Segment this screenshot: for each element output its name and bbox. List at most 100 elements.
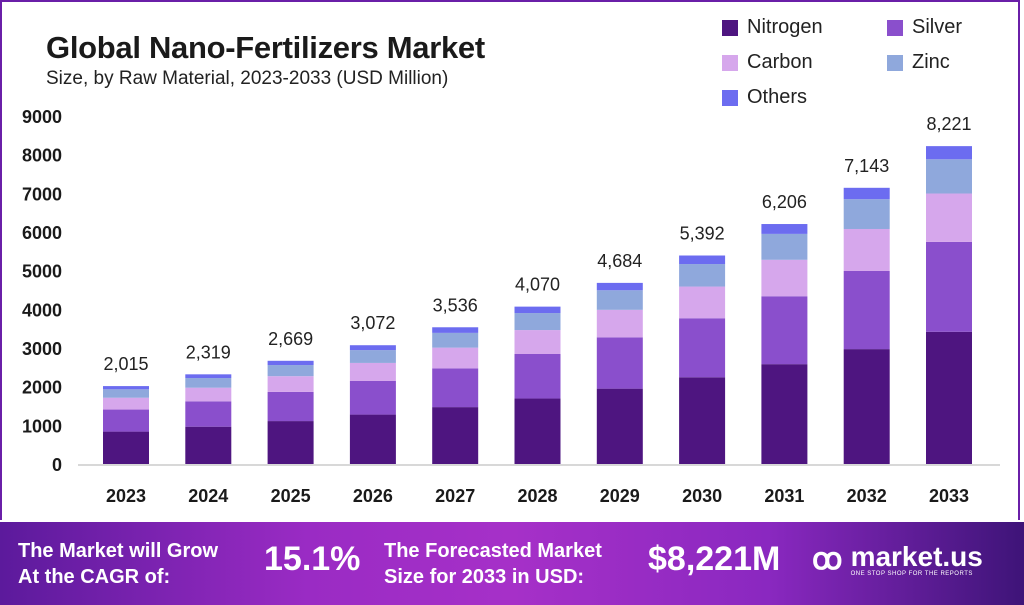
bar-segment-others: [185, 374, 232, 379]
forecast-value: $8,221M: [648, 540, 781, 578]
y-tick-label: 9000: [22, 107, 62, 127]
bar-segment-nitrogen: [267, 421, 314, 464]
bar-segment-others: [843, 187, 890, 200]
brand-logo-icon: ꝏ: [812, 543, 843, 576]
total-data-label: 3,536: [433, 295, 478, 315]
legend-swatch: [722, 89, 738, 106]
bar-segment-silver: [267, 391, 314, 422]
bar-segment-silver: [514, 353, 561, 399]
x-tick-label: 2029: [600, 486, 640, 506]
total-data-label: 2,015: [103, 354, 148, 374]
bar-segment-zinc: [185, 378, 232, 388]
legend-label: Carbon: [747, 51, 813, 73]
footer-banner: The Market will Grow At the CAGR of: 15.…: [0, 522, 1024, 605]
legend: Nitrogen Silver Carbon Zinc Others: [722, 16, 1017, 109]
chart-frame: [0, 0, 1020, 520]
x-tick-label: 2028: [517, 486, 557, 506]
forecast-label-line1: The Forecasted Market: [384, 540, 602, 562]
bar-segment-carbon: [349, 362, 396, 381]
legend-item-zinc: Zinc: [887, 51, 1017, 74]
legend-swatch: [887, 19, 903, 36]
bar-segment-nitrogen: [432, 407, 479, 464]
bar-segment-others: [349, 345, 396, 351]
bar-segment-others: [514, 306, 561, 314]
bar-segment-carbon: [432, 347, 479, 369]
bar-segment-carbon: [761, 259, 808, 297]
x-tick-label: 2027: [435, 486, 475, 506]
bar-segment-silver: [596, 337, 643, 389]
bar-segment-silver: [349, 380, 396, 415]
y-tick-label: 5000: [22, 262, 62, 282]
bar-segment-others: [103, 386, 149, 390]
bar-segment-silver: [843, 270, 890, 350]
total-data-label: 6,206: [762, 192, 807, 212]
x-tick-label: 2024: [188, 486, 228, 506]
y-tick-label: 7000: [22, 184, 62, 204]
bar-segment-nitrogen: [596, 388, 643, 464]
bar-segment-nitrogen: [514, 398, 561, 464]
legend-item-others: Others: [722, 86, 887, 109]
legend-label: Silver: [912, 16, 963, 38]
x-tick-label: 2023: [106, 486, 146, 506]
bar-segment-nitrogen: [926, 331, 972, 464]
bar-segment-nitrogen: [185, 426, 232, 464]
chart-subtitle: Size, by Raw Material, 2023-2033 (USD Mi…: [46, 68, 449, 89]
x-tick-label: 2025: [271, 486, 311, 506]
bar-segment-zinc: [596, 290, 643, 310]
legend-item-nitrogen: Nitrogen: [722, 16, 887, 39]
bar-segment-zinc: [926, 159, 972, 194]
total-data-label: 7,143: [844, 156, 889, 176]
legend-swatch: [722, 54, 738, 71]
bar-segment-carbon: [926, 193, 972, 242]
y-tick-label: 6000: [22, 223, 62, 243]
legend-label: Zinc: [912, 51, 950, 73]
bar-segment-zinc: [843, 199, 890, 229]
legend-label: Others: [747, 86, 808, 108]
y-tick-label: 1000: [22, 416, 62, 436]
y-tick-label: 0: [52, 455, 62, 475]
bar-segment-carbon: [103, 397, 149, 410]
bar-segment-nitrogen: [843, 349, 890, 464]
y-tick-label: 4000: [22, 300, 62, 320]
cagr-label: The Market will Grow At the CAGR of:: [18, 538, 218, 590]
bar-segment-zinc: [761, 233, 808, 260]
legend-label: Nitrogen: [747, 16, 823, 38]
total-data-label: 5,392: [680, 224, 725, 244]
forecast-label: The Forecasted Market Size for 2033 in U…: [384, 538, 602, 590]
bar-segment-silver: [761, 296, 808, 365]
forecast-label-line2: Size for 2033 in USD:: [384, 566, 585, 588]
bar-chart: 0 1000 2000 3000 4000 5000 6000 7000 8000 9000 2,0…: [22, 107, 1000, 506]
bar-segment-others: [926, 146, 972, 160]
cagr-label-line1: The Market will Grow: [18, 540, 219, 562]
total-data-label: 3,072: [350, 313, 395, 333]
bar-segment-others: [267, 360, 314, 366]
bar-segment-nitrogen: [103, 431, 149, 464]
bar-segment-others: [596, 282, 643, 291]
x-tick-label: 2030: [682, 486, 722, 506]
bar-segment-carbon: [596, 309, 643, 338]
cagr-label-line2: At the CAGR of:: [18, 566, 171, 588]
total-data-label: 2,319: [186, 342, 231, 362]
legend-swatch: [722, 19, 738, 36]
bar-segment-silver: [103, 409, 149, 432]
legend-item-carbon: Carbon: [722, 51, 887, 74]
bar-segment-carbon: [267, 376, 314, 392]
bar-segment-zinc: [432, 332, 479, 348]
brand-name: market.us: [850, 540, 983, 572]
total-data-label: 4,684: [597, 251, 642, 271]
bar-segment-silver: [926, 241, 972, 332]
x-tick-label: 2033: [929, 486, 969, 506]
bar-segment-carbon: [679, 286, 726, 319]
bar-segment-silver: [679, 318, 726, 378]
bar-segment-zinc: [679, 264, 726, 287]
bar-segment-nitrogen: [349, 414, 396, 464]
y-tick-label: 2000: [22, 378, 62, 398]
bar-segment-carbon: [514, 330, 561, 354]
total-data-label: 8,221: [926, 114, 971, 134]
bar-segment-zinc: [267, 365, 314, 377]
bar-segment-zinc: [349, 350, 396, 363]
x-tick-label: 2031: [764, 486, 804, 506]
y-tick-label: 8000: [22, 146, 62, 166]
bar-segment-carbon: [185, 387, 232, 402]
bar-segment-silver: [432, 368, 479, 408]
